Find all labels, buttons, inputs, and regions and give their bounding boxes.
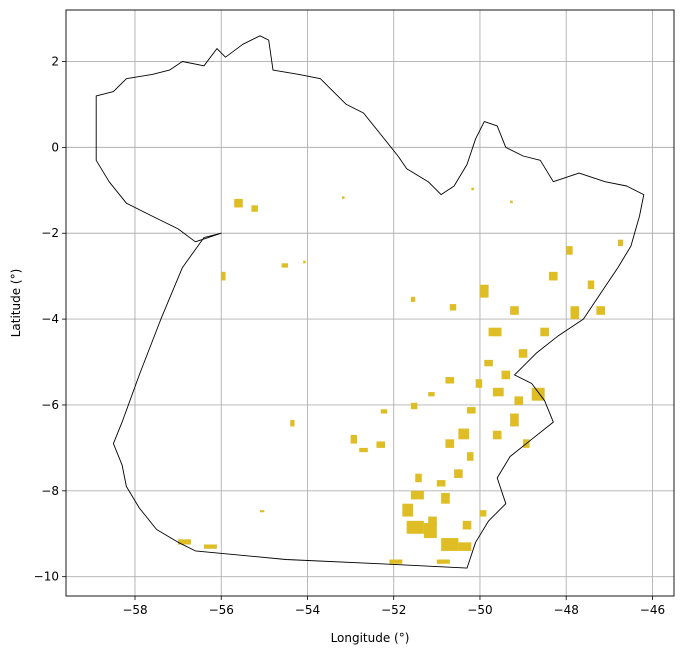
land-patch — [617, 239, 624, 247]
land-patch — [441, 538, 459, 551]
land-patch — [467, 452, 474, 461]
land-patch — [436, 559, 450, 564]
land-patch — [458, 542, 472, 551]
y-tick-label: −4 — [41, 312, 59, 326]
x-tick-label: −58 — [122, 603, 147, 617]
land-patch — [510, 306, 519, 315]
land-patch — [441, 492, 450, 504]
land-patch — [492, 387, 504, 397]
y-tick-label: −10 — [34, 570, 59, 584]
land-patch — [458, 428, 470, 440]
land-patch — [221, 271, 226, 281]
land-patch — [260, 510, 265, 513]
land-patch — [376, 441, 386, 448]
land-patch — [449, 304, 457, 311]
y-tick-label: 0 — [51, 140, 59, 154]
land-patch — [548, 271, 558, 281]
land-patch — [410, 490, 424, 500]
land-patch — [531, 387, 545, 401]
y-tick-label: −2 — [41, 226, 59, 240]
plot-frame — [65, 9, 675, 597]
land-patch — [467, 407, 476, 414]
land-patch — [475, 379, 483, 388]
land-patch — [488, 327, 502, 337]
grid-lines — [66, 10, 674, 596]
land-patch — [389, 559, 403, 564]
land-patch — [445, 377, 455, 384]
land-patch — [415, 473, 422, 483]
land-patch — [234, 198, 243, 208]
land-patch — [410, 402, 418, 410]
land-patch — [423, 523, 437, 539]
land-patch — [359, 447, 368, 453]
land-patch — [290, 419, 295, 427]
state-boundary — [95, 35, 645, 569]
land-patch — [570, 306, 580, 320]
y-axis-label: Latitude (°) — [9, 269, 23, 338]
state-outline — [95, 35, 645, 569]
land-patch — [281, 263, 289, 268]
land-patch — [380, 409, 388, 414]
land-patch — [428, 392, 435, 397]
land-patch — [484, 359, 493, 367]
land-patch — [471, 187, 474, 191]
land-patch — [479, 510, 487, 517]
land-patch — [445, 439, 455, 448]
land-patch — [341, 196, 345, 199]
x-tick-label: −54 — [295, 603, 320, 617]
land-patch — [501, 370, 511, 380]
land-patch — [350, 435, 358, 444]
land-patch — [203, 544, 217, 549]
axis-ticks: −58 −56 −54 −52 −50 −48 −46 2 0 −2 −4 −6 −8 −10 — [34, 55, 665, 617]
land-patch — [540, 327, 549, 337]
land-patch — [178, 539, 192, 545]
land-patch — [462, 520, 472, 530]
land-patch — [303, 260, 306, 264]
land-patch — [587, 280, 595, 290]
land-patch — [436, 480, 446, 487]
land-patch — [410, 296, 416, 302]
y-tick-label: −6 — [41, 398, 59, 412]
land-patch — [514, 396, 524, 405]
x-tick-label: −50 — [467, 603, 492, 617]
x-tick-label: −46 — [640, 603, 665, 617]
land-patch — [454, 469, 463, 478]
land-patch — [406, 520, 424, 534]
land-patches — [178, 187, 624, 564]
land-patch — [596, 306, 606, 315]
x-axis-label: Longitude (°) — [331, 631, 410, 645]
land-patch — [479, 284, 489, 298]
x-tick-label: −48 — [554, 603, 579, 617]
land-patch — [251, 205, 258, 212]
land-patch — [402, 503, 414, 517]
land-patch — [566, 246, 573, 255]
land-patch — [510, 200, 513, 204]
land-patch — [510, 413, 519, 427]
x-tick-label: −52 — [381, 603, 406, 617]
y-tick-label: −8 — [41, 484, 59, 498]
land-patch — [428, 516, 437, 526]
x-tick-label: −56 — [209, 603, 234, 617]
land-patch — [492, 430, 502, 440]
y-tick-label: 2 — [51, 55, 59, 69]
land-patch — [518, 349, 528, 358]
